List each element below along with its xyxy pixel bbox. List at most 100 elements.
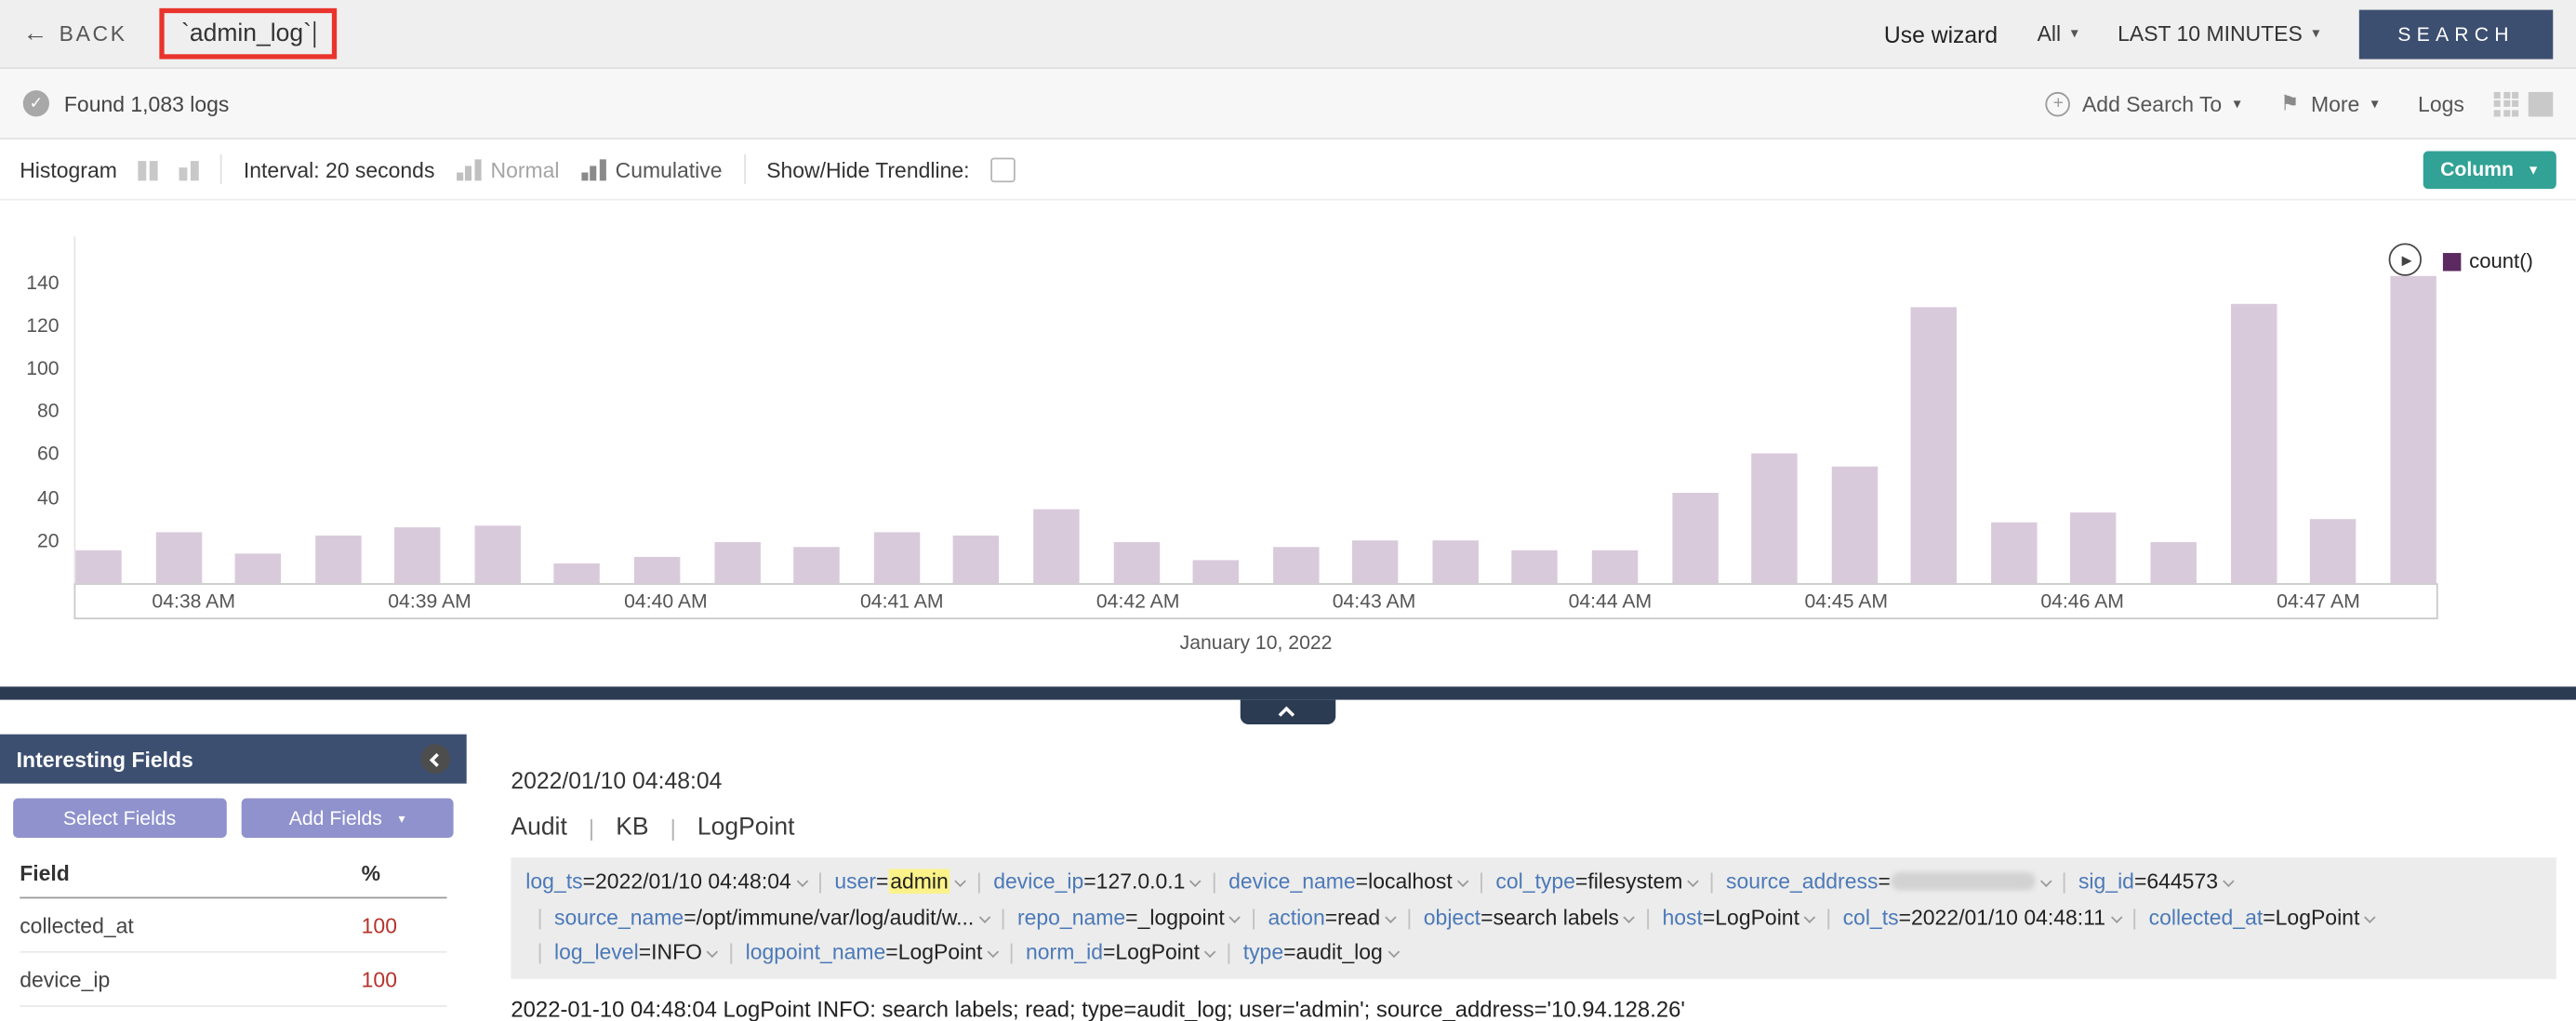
histogram-bar[interactable] xyxy=(1033,510,1080,584)
histogram-bar[interactable] xyxy=(713,542,761,584)
histogram-bar[interactable] xyxy=(2389,275,2437,584)
histogram-bar[interactable] xyxy=(793,546,841,584)
collapse-histogram-button[interactable] xyxy=(1240,699,1336,725)
histogram-bar[interactable] xyxy=(633,557,681,584)
chevron-down-icon xyxy=(2364,910,2377,922)
log-field-logpoint_name[interactable]: logpoint_name=LogPoint xyxy=(746,939,1000,964)
log-field-host[interactable]: host=LogPoint xyxy=(1662,905,1816,929)
histogram-bar[interactable] xyxy=(1911,307,1958,584)
log-field-user[interactable]: user= admin xyxy=(834,869,967,895)
tab-separator: | xyxy=(588,814,595,841)
histogram-split-columns-icon[interactable] xyxy=(179,158,200,180)
field-separator: | xyxy=(1479,869,1484,895)
histogram-bar[interactable] xyxy=(1352,539,1399,584)
histogram-bar[interactable] xyxy=(234,552,282,584)
normal-toggle[interactable]: Normal xyxy=(456,157,560,181)
tab-logpoint[interactable]: LogPoint xyxy=(697,813,795,842)
use-wizard-link[interactable]: Use wizard xyxy=(1883,20,1998,47)
cumulative-toggle[interactable]: Cumulative xyxy=(580,157,722,181)
histogram-bar[interactable] xyxy=(394,526,441,584)
histogram-bar[interactable] xyxy=(554,564,601,584)
log-field-repo_name[interactable]: repo_name=_logpoint xyxy=(1017,905,1242,929)
back-arrow-icon: ← xyxy=(22,20,48,48)
log-field-value: LogPoint xyxy=(897,939,983,964)
histogram-bar[interactable] xyxy=(2310,518,2357,584)
legend-label: count() xyxy=(2469,249,2533,273)
histogram-bar[interactable] xyxy=(1511,550,1559,584)
add-search-to-dropdown[interactable]: + Add Search To ▾ xyxy=(2046,91,2241,116)
list-view-icon[interactable] xyxy=(2528,91,2554,116)
field-separator: | xyxy=(1826,904,1832,930)
histogram-bar[interactable] xyxy=(1272,546,1319,584)
histogram-bar[interactable] xyxy=(1432,539,1479,584)
fields-table-body: collected_at 100 device_ip 100 xyxy=(20,898,447,1007)
tab-audit[interactable]: Audit xyxy=(511,813,567,842)
search-query-input[interactable]: `admin_log` xyxy=(181,20,312,48)
log-field-value: INFO xyxy=(651,939,702,964)
log-field-col_type[interactable]: col_type=filesystem xyxy=(1495,869,1700,895)
log-field-log_level[interactable]: log_level=INFO xyxy=(554,939,719,964)
collapse-panel-button[interactable] xyxy=(420,744,451,775)
histogram-bar[interactable] xyxy=(2230,303,2277,584)
log-field-log_ts[interactable]: log_ts=2022/01/10 04:48:04 xyxy=(525,869,808,894)
back-button[interactable]: ← BACK xyxy=(23,20,127,47)
log-field-action[interactable]: action=read xyxy=(1268,905,1397,929)
x-axis-date-label: January 10, 2022 xyxy=(1179,630,1333,655)
log-field-value: filesystem xyxy=(1587,869,1683,895)
x-axis-strip: 04:38 AM 04:39 AM 04:40 AM 04:41 AM 04:42 AM… xyxy=(73,583,2438,620)
histogram-bar[interactable] xyxy=(2150,542,2197,584)
chevron-down-icon: ▾ xyxy=(2312,24,2320,42)
log-field-sig_id[interactable]: sig_id=644573 xyxy=(2078,869,2235,894)
tab-kb[interactable]: KB xyxy=(616,813,649,842)
log-field-device_name[interactable]: device_name=localhost xyxy=(1228,869,1469,895)
trendline-checkbox[interactable] xyxy=(990,156,1016,182)
histogram-columns-icon[interactable] xyxy=(138,158,159,180)
histogram-bar[interactable] xyxy=(1591,550,1639,584)
histogram-bar[interactable] xyxy=(1112,542,1160,584)
log-field-value: admin xyxy=(888,869,950,895)
histogram-bar[interactable] xyxy=(474,524,521,584)
histogram-chart: 20 40 60 80 100 120 140 04:38 AM 04:39 AM 04:40 … xyxy=(0,200,2576,687)
histogram-bar[interactable] xyxy=(75,550,122,584)
add-fields-button[interactable]: Add Fields ▾ xyxy=(240,798,454,838)
time-range-dropdown[interactable]: LAST 10 MINUTES ▾ xyxy=(2118,21,2319,46)
log-field-collected_at[interactable]: collected_at=LogPoint xyxy=(2149,905,2377,929)
search-button[interactable]: SEARCH xyxy=(2358,8,2554,59)
field-separator: | xyxy=(976,869,982,895)
found-logs-text: Found 1,083 logs xyxy=(63,91,230,116)
select-fields-button[interactable]: Select Fields xyxy=(13,798,226,838)
log-field-source_name[interactable]: source_name=/opt/immune/var/log/audit/w.… xyxy=(554,904,991,930)
field-separator: | xyxy=(1645,904,1652,930)
grid-view-icon[interactable] xyxy=(2493,91,2519,116)
fields-panel-buttons: Select Fields Add Fields ▾ xyxy=(0,784,467,844)
histogram-bar[interactable] xyxy=(1751,454,1798,584)
histogram-bar[interactable] xyxy=(314,536,362,584)
field-row-device_ip[interactable]: device_ip 100 xyxy=(20,953,447,1007)
log-field-norm_id[interactable]: norm_id=LogPoint xyxy=(1026,939,1216,964)
histogram-bar[interactable] xyxy=(2070,511,2118,584)
log-field-type[interactable]: type=audit_log xyxy=(1243,939,1400,964)
log-field-object[interactable]: object=search labels xyxy=(1424,905,1636,929)
histogram-bar[interactable] xyxy=(155,531,202,584)
histogram-bar[interactable] xyxy=(1192,559,1240,584)
chart-type-column-dropdown[interactable]: Column ▼ xyxy=(2423,150,2556,189)
histogram-bar[interactable] xyxy=(1990,523,2038,584)
replay-search-icon[interactable]: ▶ xyxy=(2388,243,2422,276)
log-field-device_ip[interactable]: device_ip=127.0.0.1 xyxy=(993,869,1202,894)
scope-dropdown[interactable]: All ▾ xyxy=(2038,21,2078,46)
log-field-source_address[interactable]: source_address= xyxy=(1726,869,2052,894)
histogram-bar[interactable] xyxy=(1671,492,1719,584)
chevron-left-icon xyxy=(429,752,444,767)
log-field-col_ts[interactable]: col_ts=2022/01/10 04:48:11 xyxy=(1843,905,2122,929)
log-field-value: /opt/immune/var/log/audit/w... xyxy=(696,904,975,930)
histogram-bar[interactable] xyxy=(1831,467,1878,584)
x-tick-label: 04:42 AM xyxy=(1095,590,1180,613)
field-separator: | xyxy=(2061,869,2067,895)
chevron-down-icon xyxy=(795,875,808,888)
histogram-bar[interactable] xyxy=(873,531,920,584)
field-row-collected_at[interactable]: collected_at 100 xyxy=(20,898,447,953)
more-dropdown[interactable]: ⚑ More ▾ xyxy=(2280,90,2379,116)
chevron-down-icon: ▾ xyxy=(398,810,405,826)
log-field-value: localhost xyxy=(1368,869,1453,895)
histogram-bar[interactable] xyxy=(953,536,1000,584)
